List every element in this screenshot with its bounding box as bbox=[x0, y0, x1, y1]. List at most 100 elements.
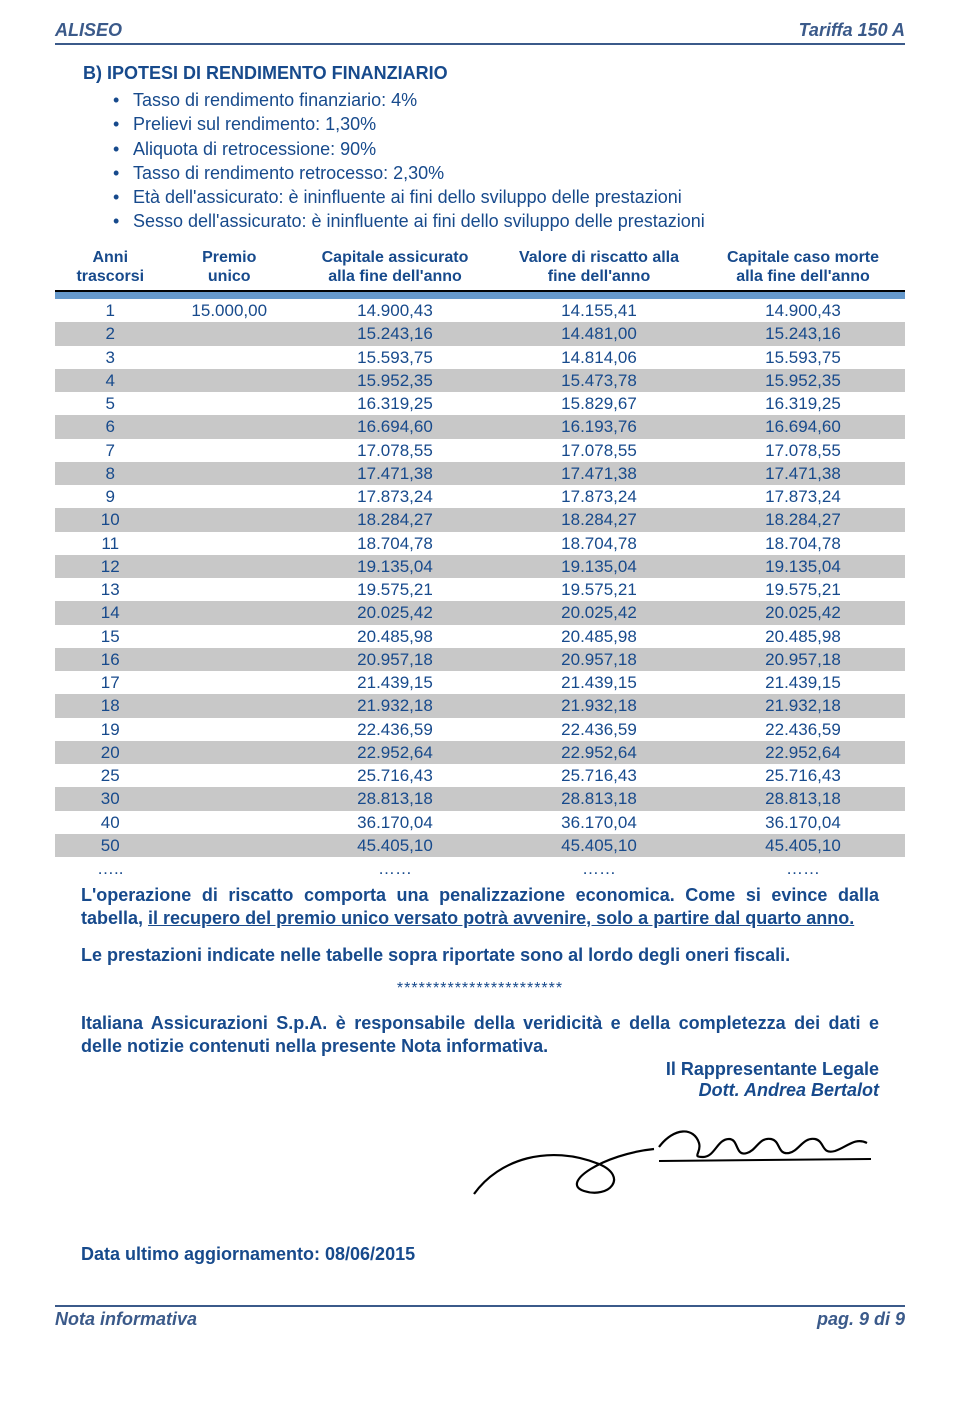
table-cell: 22.436,59 bbox=[701, 718, 905, 741]
table-cell bbox=[166, 671, 294, 694]
bullet-item: Sesso dell'assicurato: è ininfluente ai … bbox=[113, 209, 905, 233]
table-cell: …… bbox=[497, 857, 701, 880]
gross-note: Le prestazioni indicate nelle tabelle so… bbox=[81, 945, 879, 966]
table-row: 917.873,2417.873,2417.873,24 bbox=[55, 485, 905, 508]
table-cell: 20.957,18 bbox=[293, 648, 497, 671]
last-update: Data ultimo aggiornamento: 08/06/2015 bbox=[81, 1244, 879, 1265]
table-header-cell: Valore di riscatto allafine dell'anno bbox=[497, 244, 701, 291]
table-row: 115.000,0014.900,4314.155,4114.900,43 bbox=[55, 299, 905, 322]
table-row: 2022.952,6422.952,6422.952,64 bbox=[55, 741, 905, 764]
table-cell: 22.952,64 bbox=[293, 741, 497, 764]
section-title: B) IPOTESI DI RENDIMENTO FINANZIARIO bbox=[83, 63, 905, 84]
table-header-row: AnnitrascorsiPremiounicoCapitale assicur… bbox=[55, 244, 905, 291]
table-cell: 14.481,00 bbox=[497, 322, 701, 345]
table-cell bbox=[166, 322, 294, 345]
table-cell: 21.439,15 bbox=[293, 671, 497, 694]
bullet-list: Tasso di rendimento finanziario: 4%Preli… bbox=[113, 88, 905, 234]
penalty-note: L'operazione di riscatto comporta una pe… bbox=[81, 884, 879, 929]
table-cell: 17.471,38 bbox=[293, 462, 497, 485]
table-cell: 15.952,35 bbox=[293, 369, 497, 392]
table-cell: 20.025,42 bbox=[701, 601, 905, 624]
table-cell: 45.405,10 bbox=[293, 834, 497, 857]
table-cell: 17 bbox=[55, 671, 166, 694]
table-cell bbox=[166, 578, 294, 601]
table-cell: 28.813,18 bbox=[701, 787, 905, 810]
table-cell: 19.575,21 bbox=[701, 578, 905, 601]
table-band-row bbox=[55, 291, 905, 299]
table-cell: 20.957,18 bbox=[497, 648, 701, 671]
table-row: 3028.813,1828.813,1828.813,18 bbox=[55, 787, 905, 810]
table-cell: 14.155,41 bbox=[497, 299, 701, 322]
table-cell: 19.135,04 bbox=[701, 555, 905, 578]
note-underline: il recupero del premio unico versato pot… bbox=[148, 908, 854, 928]
table-cell: 13 bbox=[55, 578, 166, 601]
table-cell: 15 bbox=[55, 625, 166, 648]
table-row: …..……………… bbox=[55, 857, 905, 880]
signature-image bbox=[459, 1109, 879, 1204]
table-cell: 20.025,42 bbox=[293, 601, 497, 624]
table-header-cell: Capitale caso mortealla fine dell'anno bbox=[701, 244, 905, 291]
table-cell: 16.193,76 bbox=[497, 415, 701, 438]
table-cell: 14.814,06 bbox=[497, 346, 701, 369]
table-cell: 17.873,24 bbox=[293, 485, 497, 508]
table-row: 415.952,3515.473,7815.952,35 bbox=[55, 369, 905, 392]
table-cell: 25.716,43 bbox=[293, 764, 497, 787]
table-header-cell: Premiounico bbox=[166, 244, 294, 291]
table-cell: 9 bbox=[55, 485, 166, 508]
table-cell: 21.932,18 bbox=[701, 694, 905, 717]
table-cell: 21.932,18 bbox=[497, 694, 701, 717]
table-cell: 20 bbox=[55, 741, 166, 764]
table-cell: 17.471,38 bbox=[701, 462, 905, 485]
table-cell: …… bbox=[701, 857, 905, 880]
table-row: 1420.025,4220.025,4220.025,42 bbox=[55, 601, 905, 624]
table-cell bbox=[166, 392, 294, 415]
table-cell: 18.704,78 bbox=[497, 532, 701, 555]
table-header-cell: Capitale assicuratoalla fine dell'anno bbox=[293, 244, 497, 291]
table-cell: 19.135,04 bbox=[497, 555, 701, 578]
table-cell bbox=[166, 485, 294, 508]
table-cell: 20.485,98 bbox=[293, 625, 497, 648]
table-cell: 18 bbox=[55, 694, 166, 717]
table-cell: 19.575,21 bbox=[497, 578, 701, 601]
table-cell: 15.829,67 bbox=[497, 392, 701, 415]
table-cell: 19.135,04 bbox=[293, 555, 497, 578]
table-row: 4036.170,0436.170,0436.170,04 bbox=[55, 811, 905, 834]
table-cell: 7 bbox=[55, 439, 166, 462]
table-cell: 20.957,18 bbox=[701, 648, 905, 671]
table-cell: 15.000,00 bbox=[166, 299, 294, 322]
table-cell bbox=[166, 857, 294, 880]
table-row: 1319.575,2119.575,2119.575,21 bbox=[55, 578, 905, 601]
table-cell: 15.593,75 bbox=[701, 346, 905, 369]
table-row: 817.471,3817.471,3817.471,38 bbox=[55, 462, 905, 485]
footer-right: pag. 9 di 9 bbox=[817, 1309, 905, 1330]
table-row: 1620.957,1820.957,1820.957,18 bbox=[55, 648, 905, 671]
table-cell: 2 bbox=[55, 322, 166, 345]
table-cell: 20.485,98 bbox=[701, 625, 905, 648]
table-row: 1721.439,1521.439,1521.439,15 bbox=[55, 671, 905, 694]
table-cell: 17.873,24 bbox=[497, 485, 701, 508]
signature-name: Dott. Andrea Bertalot bbox=[81, 1080, 879, 1101]
table-cell: 16.319,25 bbox=[293, 392, 497, 415]
table-cell bbox=[166, 787, 294, 810]
table-cell: 15.243,16 bbox=[293, 322, 497, 345]
table-cell: 3 bbox=[55, 346, 166, 369]
table-cell bbox=[166, 625, 294, 648]
table-cell: 12 bbox=[55, 555, 166, 578]
table-cell: ….. bbox=[55, 857, 166, 880]
table-cell: 22.952,64 bbox=[701, 741, 905, 764]
table-row: 1520.485,9820.485,9820.485,98 bbox=[55, 625, 905, 648]
responsibility-note: Italiana Assicurazioni S.p.A. è responsa… bbox=[81, 1012, 879, 1057]
table-cell bbox=[166, 462, 294, 485]
table-cell bbox=[166, 648, 294, 671]
table-cell: 16 bbox=[55, 648, 166, 671]
table-cell: 25.716,43 bbox=[497, 764, 701, 787]
table-row: 1821.932,1821.932,1821.932,18 bbox=[55, 694, 905, 717]
bullet-item: Tasso di rendimento retrocesso: 2,30% bbox=[113, 161, 905, 185]
table-cell: 19 bbox=[55, 718, 166, 741]
bullet-item: Età dell'assicurato: è ininfluente ai fi… bbox=[113, 185, 905, 209]
table-cell: 18.284,27 bbox=[701, 508, 905, 531]
signature-block: Il Rappresentante Legale Dott. Andrea Be… bbox=[81, 1059, 879, 1101]
table-header-cell: Annitrascorsi bbox=[55, 244, 166, 291]
table-cell: 18.704,78 bbox=[701, 532, 905, 555]
bullet-item: Prelievi sul rendimento: 1,30% bbox=[113, 112, 905, 136]
